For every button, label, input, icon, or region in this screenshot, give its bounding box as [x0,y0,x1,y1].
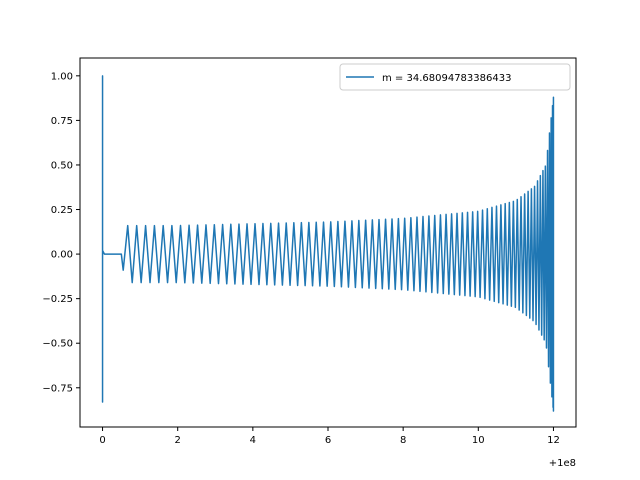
legend: m = 34.68094783386433 [339,63,571,91]
y-tick-label: 0.75 [51,116,73,127]
y-tick-label: −0.75 [42,383,73,394]
y-axis: −0.75 −0.50 −0.25 0.00 0.25 0.50 0.75 1.00 [42,71,80,394]
x-offset-label: +1e8 [549,458,576,469]
x-tick-label: 0 [99,435,105,446]
y-tick-label: 0.25 [51,205,73,216]
x-tick-label: 4 [250,435,256,446]
y-tick-label: 0.00 [51,250,73,261]
x-tick-label: 2 [175,435,181,446]
x-tick-label: 12 [547,435,560,446]
y-tick-label: 1.00 [51,71,73,82]
y-tick-label: −0.50 [42,339,73,350]
x-tick-label: 10 [472,435,485,446]
y-tick-label: −0.25 [42,294,73,305]
x-tick-label: 6 [325,435,331,446]
plot-area [101,75,555,412]
y-tick-label: 0.50 [51,160,73,171]
legend-label: m = 34.68094783386433 [382,73,511,84]
legend-box [339,63,571,91]
series-line [101,75,555,412]
x-axis: 0 2 4 6 8 10 12 [99,427,560,446]
x-tick-label: 8 [400,435,406,446]
